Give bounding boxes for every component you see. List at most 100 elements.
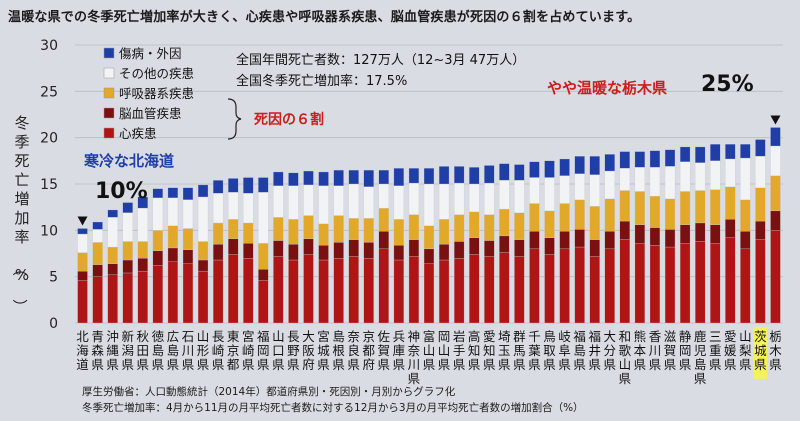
highlight-marker [753, 327, 768, 379]
bar-segment [92, 221, 103, 230]
bar-segment [408, 256, 420, 324]
bar-segment [755, 220, 766, 240]
x-axis: 北海道青森県沖縄県新潟県秋田県徳島県広島県石川県山形県長崎県東京都宮崎県福岡県山… [76, 327, 782, 386]
bar-segment [469, 237, 480, 255]
bar-group [303, 170, 314, 324]
x-tick-label: 栃木県 [769, 329, 782, 372]
bar-group [710, 144, 721, 324]
bar-segment [258, 177, 269, 193]
x-tick-label: 三重県 [709, 329, 722, 372]
bar-segment [740, 231, 751, 250]
bar-segment [363, 218, 374, 243]
x-tick-label: 和歌山県 [619, 329, 632, 386]
bar-group [423, 168, 435, 324]
x-tick-label: 群馬県 [513, 329, 526, 372]
bar-segment [182, 228, 194, 250]
bar-segment [529, 203, 540, 232]
x-tick-label: 山形県 [197, 329, 210, 372]
bar-group [664, 149, 676, 324]
x-tick-label: 京都府 [362, 329, 375, 372]
legend-label: その他の疾患 [119, 66, 194, 81]
bar-segment [197, 259, 209, 272]
bar-segment [288, 244, 299, 261]
x-tick-label: 茨城県 [754, 329, 767, 372]
bar-group [484, 165, 495, 324]
y-axis-label: 冬季死亡増加率（%） [10, 114, 29, 314]
bar-group [378, 169, 389, 324]
bar-segment [378, 231, 389, 250]
x-tick-label: 奈良県 [347, 329, 360, 372]
bar-segment [604, 170, 615, 199]
bar-group [212, 180, 224, 324]
bar-segment [679, 191, 691, 225]
bar-segment [499, 163, 510, 181]
bar-segment [574, 156, 585, 174]
headline: 温暖な県での冬季死亡増加率が大きく、心疾患や呼吸器系疾患、脳血管疾患が死因の６割… [8, 10, 641, 25]
bar-segment [454, 166, 465, 184]
bar-segment [288, 172, 299, 187]
bar-segment [619, 190, 630, 222]
bar-segment [423, 248, 435, 264]
bar-segment [212, 222, 224, 245]
bar-segment [679, 161, 691, 192]
bar-group [559, 158, 570, 324]
x-tick-label: 埼玉県 [498, 329, 511, 372]
bar-segment [348, 218, 359, 240]
bar-segment [152, 230, 163, 251]
bar-segment [574, 199, 585, 230]
bar-segment [589, 256, 600, 324]
bar-segment [182, 199, 194, 229]
bar-group [740, 144, 751, 324]
bar-segment [152, 265, 163, 324]
x-tick-label: 愛媛県 [724, 329, 737, 372]
bar-segment [589, 239, 600, 257]
bar-segment [122, 272, 133, 324]
bar-segment [499, 235, 510, 253]
bar-segment [273, 217, 284, 241]
x-tick-label: 青森県 [91, 329, 104, 372]
bar-segment [770, 127, 781, 147]
bar-segment [393, 219, 404, 246]
bar-segment [469, 254, 480, 324]
bar-segment [499, 208, 510, 237]
bar-segment [484, 165, 495, 184]
bar-segment [725, 219, 736, 238]
bar-segment [755, 187, 766, 222]
warm-value: 25% [701, 72, 754, 97]
bar-segment [137, 241, 148, 259]
bar-segment [273, 240, 284, 257]
bar-segment [212, 244, 224, 261]
bar-segment [514, 164, 525, 181]
x-tick-label: 福岡県 [257, 329, 270, 372]
y-axis: 0 5 10 15 20 25 30 冬季死亡増加率（%） [10, 38, 58, 332]
y-tick-label: 20 [40, 131, 58, 147]
bar-segment [303, 170, 314, 186]
bar-segment [649, 227, 661, 246]
bar-segment [77, 228, 88, 235]
bar-segment [740, 157, 751, 200]
bar-segment [740, 199, 751, 232]
bar-segment [77, 270, 88, 281]
bar-group [92, 221, 103, 324]
bar-segment [559, 158, 570, 176]
bar-group [258, 177, 269, 324]
bar-segment [107, 246, 118, 264]
bar-segment [258, 269, 269, 281]
bar-segment [679, 243, 691, 324]
bar-segment [378, 248, 389, 324]
bar-segment [363, 186, 374, 219]
bar-segment [212, 259, 224, 324]
legend-swatch [103, 107, 115, 119]
x-tick-label: 熊本県 [634, 329, 647, 372]
x-tick-label: 沖縄県 [106, 329, 119, 372]
bar-segment [604, 154, 615, 172]
bar-segment [755, 239, 766, 324]
bar-segment [288, 219, 299, 245]
bar-group [197, 184, 209, 324]
bar-segment [619, 151, 630, 169]
bar-segment [755, 139, 766, 157]
bar-segment [695, 162, 706, 191]
bar-group [228, 178, 239, 324]
source-note: 厚生労働省：人口動態統計（2014年）都道府県別・死因別・月別からグラフ化 [82, 386, 456, 398]
